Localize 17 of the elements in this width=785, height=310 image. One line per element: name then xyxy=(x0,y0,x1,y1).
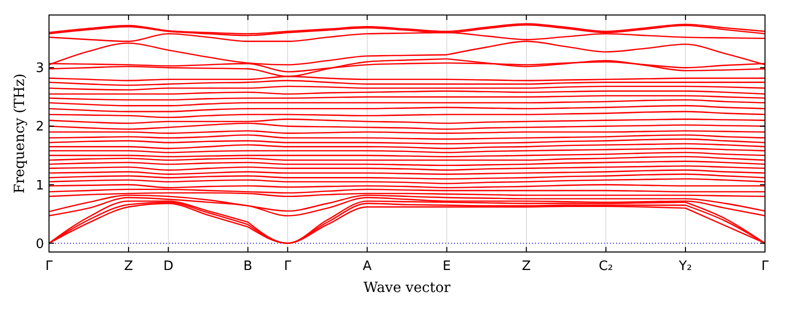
x-tick-label: Γ xyxy=(761,259,770,274)
y-tick-label: 3 xyxy=(36,61,44,76)
x-tick-label: E xyxy=(442,259,451,274)
x-tick-label: B xyxy=(243,259,252,274)
y-tick-label: 1 xyxy=(36,178,44,194)
x-tick-label: D xyxy=(163,259,174,274)
x-tick-label: Z xyxy=(124,259,134,274)
y-axis-title: Frequency (THz) xyxy=(12,73,28,194)
x-tick-label: A xyxy=(362,259,372,274)
x-tick-label: Γ xyxy=(284,259,292,274)
x-axis-title: Wave vector xyxy=(364,280,451,296)
x-tick-label: Z xyxy=(522,259,531,274)
y-tick-label: 0 xyxy=(36,236,44,252)
x-tick-label: Γ xyxy=(45,259,54,274)
x-tick-label: Y₂ xyxy=(678,259,692,274)
x-tick-label: C₂ xyxy=(598,259,614,274)
y-tick-label: 2 xyxy=(36,120,44,135)
